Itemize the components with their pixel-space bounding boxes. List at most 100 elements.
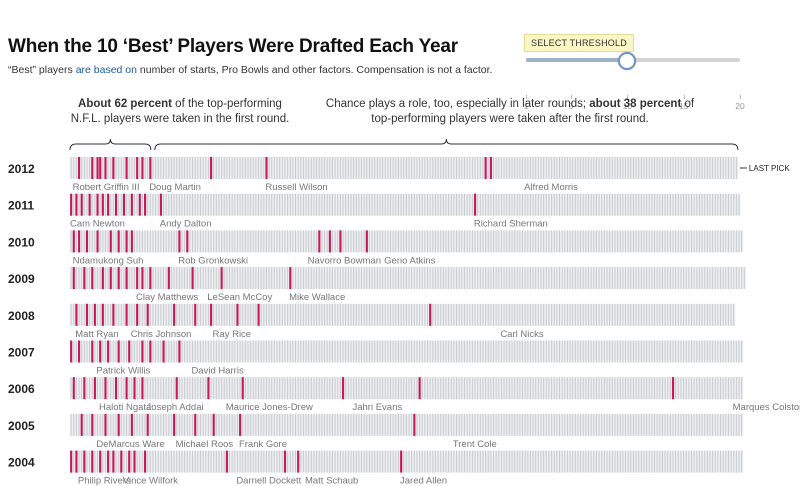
best-player-pick-mark[interactable] bbox=[83, 267, 86, 290]
best-player-pick-mark[interactable] bbox=[141, 377, 144, 400]
best-player-pick-mark[interactable] bbox=[141, 340, 144, 363]
best-player-pick-mark[interactable] bbox=[167, 267, 170, 290]
best-player-pick-mark[interactable] bbox=[194, 413, 197, 436]
best-player-pick-mark[interactable] bbox=[112, 303, 115, 326]
best-player-pick-mark[interactable] bbox=[297, 450, 300, 473]
best-player-pick-mark[interactable] bbox=[91, 157, 94, 179]
best-player-pick-mark[interactable] bbox=[141, 157, 144, 179]
best-player-pick-mark[interactable] bbox=[78, 340, 81, 363]
best-player-pick-mark[interactable] bbox=[318, 230, 321, 253]
best-player-pick-mark[interactable] bbox=[78, 230, 81, 253]
best-player-pick-mark[interactable] bbox=[112, 450, 115, 473]
best-player-pick-mark[interactable] bbox=[489, 157, 492, 179]
best-player-pick-mark[interactable] bbox=[173, 413, 176, 436]
best-player-pick-mark[interactable] bbox=[75, 450, 78, 473]
best-player-pick-mark[interactable] bbox=[78, 157, 81, 179]
best-player-pick-mark[interactable] bbox=[70, 340, 73, 363]
threshold-slider-handle[interactable] bbox=[618, 52, 637, 70]
best-player-pick-mark[interactable] bbox=[83, 377, 86, 400]
best-player-pick-mark[interactable] bbox=[75, 303, 78, 326]
best-player-pick-mark[interactable] bbox=[85, 230, 89, 253]
best-player-pick-mark[interactable] bbox=[149, 340, 152, 363]
best-player-pick-mark[interactable] bbox=[99, 340, 102, 363]
best-player-pick-mark[interactable] bbox=[107, 340, 110, 363]
best-player-pick-mark[interactable] bbox=[125, 157, 128, 179]
best-player-pick-mark[interactable] bbox=[128, 450, 131, 473]
best-player-pick-mark[interactable] bbox=[236, 303, 239, 326]
best-player-pick-mark[interactable] bbox=[114, 193, 118, 216]
best-player-pick-mark[interactable] bbox=[109, 230, 112, 253]
best-player-pick-mark[interactable] bbox=[72, 230, 75, 253]
best-player-pick-mark[interactable] bbox=[289, 267, 292, 290]
best-player-pick-mark[interactable] bbox=[83, 450, 86, 473]
best-player-pick-mark[interactable] bbox=[173, 303, 176, 326]
best-player-pick-mark[interactable] bbox=[144, 450, 147, 473]
best-player-pick-mark[interactable] bbox=[138, 193, 141, 216]
best-player-pick-mark[interactable] bbox=[133, 377, 136, 400]
best-player-pick-mark[interactable] bbox=[162, 340, 165, 363]
best-player-pick-mark[interactable] bbox=[91, 267, 94, 290]
best-player-pick-mark[interactable] bbox=[146, 413, 149, 436]
best-player-pick-mark[interactable] bbox=[101, 267, 104, 290]
best-player-pick-mark[interactable] bbox=[96, 230, 99, 253]
best-player-pick-mark[interactable] bbox=[114, 377, 118, 400]
best-player-pick-mark[interactable] bbox=[429, 303, 432, 326]
best-player-pick-mark[interactable] bbox=[136, 303, 139, 326]
best-player-pick-mark[interactable] bbox=[257, 303, 260, 326]
best-player-pick-mark[interactable] bbox=[239, 413, 242, 436]
best-player-pick-mark[interactable] bbox=[104, 413, 107, 436]
best-player-pick-mark[interactable] bbox=[91, 340, 94, 363]
best-player-pick-mark[interactable] bbox=[85, 303, 89, 326]
best-player-pick-mark[interactable] bbox=[212, 413, 215, 436]
best-player-pick-mark[interactable] bbox=[130, 193, 133, 216]
best-player-pick-mark[interactable] bbox=[136, 267, 139, 290]
threshold-slider-track[interactable]: 1 5 10 15 20 bbox=[524, 52, 745, 111]
best-player-pick-mark[interactable] bbox=[96, 193, 99, 216]
best-player-pick-mark[interactable] bbox=[339, 230, 342, 253]
threshold-slider[interactable]: SELECT THRESHOLD 1 5 10 15 20 bbox=[520, 28, 748, 111]
best-player-pick-mark[interactable] bbox=[365, 230, 368, 253]
best-player-pick-mark[interactable] bbox=[220, 267, 223, 290]
best-player-pick-mark[interactable] bbox=[400, 450, 403, 473]
best-player-pick-mark[interactable] bbox=[117, 340, 120, 363]
best-player-pick-mark[interactable] bbox=[70, 450, 73, 473]
best-player-pick-mark[interactable] bbox=[91, 413, 94, 436]
best-player-pick-mark[interactable] bbox=[130, 413, 133, 436]
best-player-pick-mark[interactable] bbox=[186, 230, 189, 253]
best-player-pick-mark[interactable] bbox=[109, 267, 112, 290]
best-player-pick-mark[interactable] bbox=[178, 230, 181, 253]
best-player-pick-mark[interactable] bbox=[178, 340, 181, 363]
methodology-link[interactable]: are based on bbox=[75, 64, 137, 76]
best-player-pick-mark[interactable] bbox=[136, 157, 139, 179]
best-player-pick-mark[interactable] bbox=[194, 303, 197, 326]
best-player-pick-mark[interactable] bbox=[175, 377, 178, 400]
best-player-pick-mark[interactable] bbox=[125, 230, 128, 253]
best-player-pick-mark[interactable] bbox=[107, 193, 110, 216]
best-player-pick-mark[interactable] bbox=[128, 340, 131, 363]
best-player-pick-mark[interactable] bbox=[328, 230, 331, 253]
best-player-pick-mark[interactable] bbox=[484, 157, 487, 179]
best-player-pick-mark[interactable] bbox=[117, 267, 120, 290]
best-player-pick-mark[interactable] bbox=[149, 157, 152, 179]
best-player-pick-mark[interactable] bbox=[101, 303, 104, 326]
best-player-pick-mark[interactable] bbox=[474, 193, 477, 216]
best-player-pick-mark[interactable] bbox=[88, 193, 91, 216]
best-player-pick-mark[interactable] bbox=[91, 450, 94, 473]
best-player-pick-mark[interactable] bbox=[80, 413, 83, 436]
best-player-pick-mark[interactable] bbox=[80, 193, 83, 216]
best-player-pick-mark[interactable] bbox=[125, 303, 128, 326]
best-player-pick-mark[interactable] bbox=[225, 450, 228, 473]
best-player-pick-mark[interactable] bbox=[672, 377, 675, 400]
best-player-pick-mark[interactable] bbox=[133, 450, 136, 473]
best-player-pick-mark[interactable] bbox=[117, 413, 120, 436]
best-player-pick-mark[interactable] bbox=[418, 377, 421, 400]
best-player-pick-mark[interactable] bbox=[144, 193, 147, 216]
best-player-pick-mark[interactable] bbox=[75, 193, 78, 216]
best-player-pick-mark[interactable] bbox=[99, 450, 102, 473]
best-player-pick-mark[interactable] bbox=[125, 377, 128, 400]
best-player-pick-mark[interactable] bbox=[120, 450, 123, 473]
best-player-pick-mark[interactable] bbox=[112, 157, 115, 179]
best-player-pick-mark[interactable] bbox=[413, 413, 416, 436]
best-player-pick-mark[interactable] bbox=[72, 267, 75, 290]
best-player-pick-mark[interactable] bbox=[146, 303, 149, 326]
